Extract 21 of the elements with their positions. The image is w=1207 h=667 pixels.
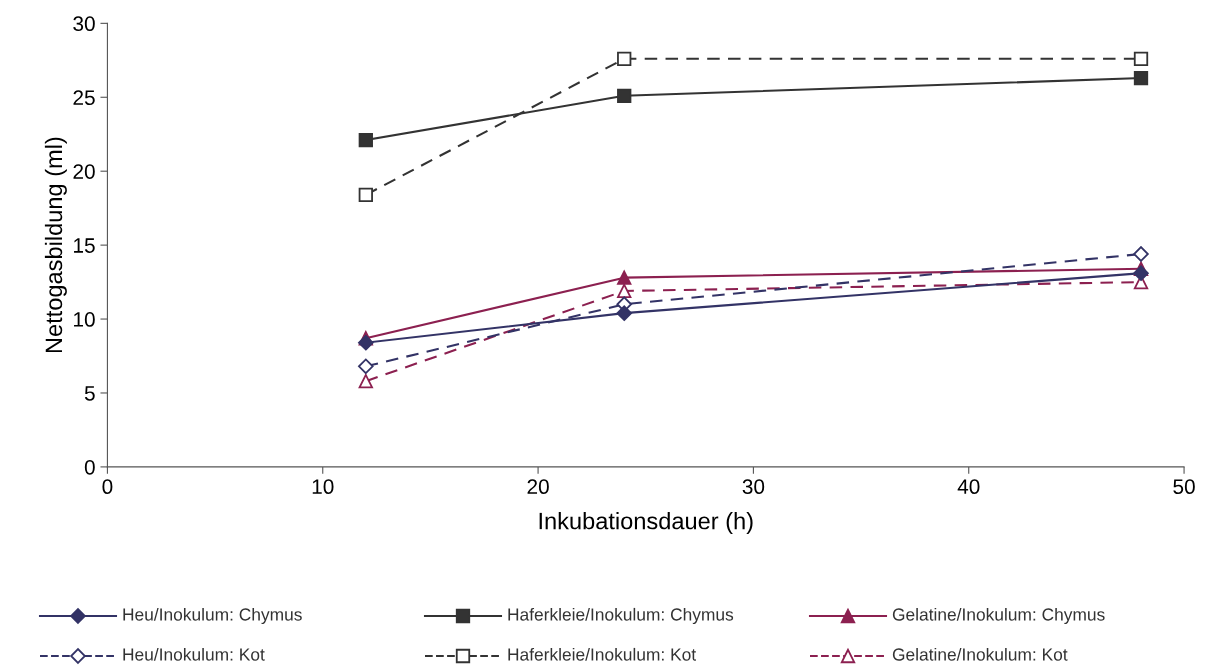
y-tick-label: 10 bbox=[74, 312, 95, 327]
legend-label: Gelatine/Inokulum: Chymus bbox=[892, 607, 1105, 625]
y-tick-label: 20 bbox=[73, 164, 95, 179]
x-tick-label: 20 bbox=[527, 479, 549, 495]
x-tick-label: 40 bbox=[957, 479, 980, 495]
legend-label: Haferkleie/Inokulum: Kot bbox=[508, 647, 696, 661]
legend-label: Gelatine/Inokulum: Kot bbox=[892, 647, 1068, 661]
y-tick-label: 25 bbox=[73, 90, 95, 106]
y-tick-label: 30 bbox=[73, 16, 95, 32]
x-tick-label: 30 bbox=[742, 479, 765, 495]
y-axis-title: Nettogasbildung (ml) bbox=[44, 137, 67, 353]
x-tick-label: 50 bbox=[1173, 479, 1195, 495]
x-axis-title: Inkubationsdauer (h) bbox=[539, 512, 753, 535]
y-tick-label: 0 bbox=[84, 459, 95, 475]
legend-label: Heu/Inokulum: Chymus bbox=[123, 607, 302, 625]
x-tick-label: 10 bbox=[312, 479, 334, 495]
legend-label: Haferkleie/Inokulum: Chymus bbox=[508, 607, 734, 625]
legend-label: Heu/Inokulum: Kot bbox=[123, 647, 265, 661]
y-tick-label: 15 bbox=[74, 238, 95, 253]
x-tick-label: 0 bbox=[102, 479, 113, 495]
y-tick-label: 5 bbox=[84, 386, 95, 401]
